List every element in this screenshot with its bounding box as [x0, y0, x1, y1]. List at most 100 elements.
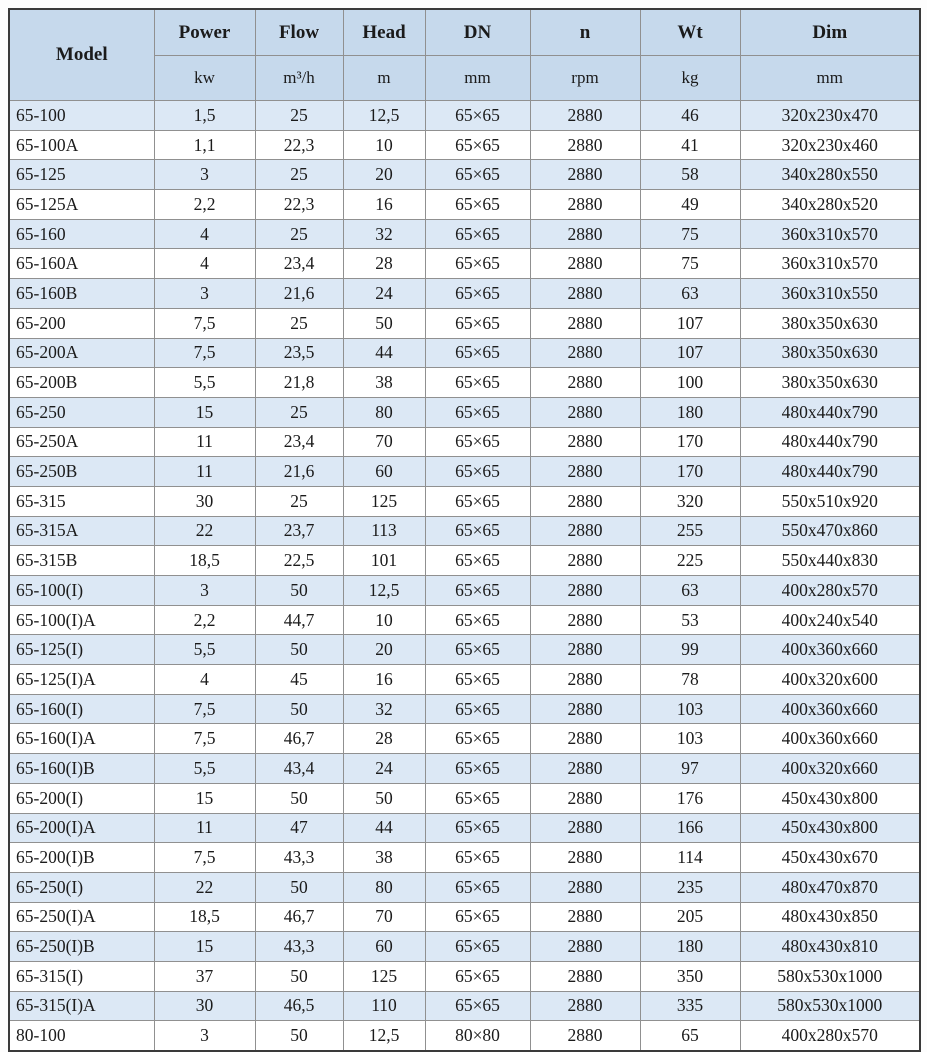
- cell-model: 65-160B: [8, 278, 155, 309]
- cell-head: 101: [342, 545, 426, 576]
- cell-wt: 53: [639, 604, 741, 636]
- cell-model: 65-250: [8, 396, 155, 428]
- cell-dim: 450x430x800: [739, 812, 921, 844]
- cell-head: 50: [342, 782, 426, 814]
- cell-n: 2880: [529, 901, 641, 933]
- cell-dn: 65×65: [424, 129, 531, 161]
- table-row: 65-200 7,5 25 50 65×65 2880 107 380x350x630: [8, 307, 921, 339]
- cell-model: 65-250(I): [8, 871, 155, 903]
- cell-n: 2880: [529, 307, 641, 339]
- table-row: 65-125A 2,2 22,3 16 65×65 2880 49 340x280x520: [8, 189, 921, 220]
- cell-model: 65-125A: [8, 189, 155, 220]
- cell-dn: 65×65: [424, 753, 531, 784]
- cell-model: 65-250(I)B: [8, 931, 155, 962]
- cell-model: 65-200(I)A: [8, 812, 155, 844]
- cell-flow: 25: [254, 218, 344, 250]
- col-unit-wt: kg: [639, 55, 741, 101]
- cell-dim: 550x510x920: [739, 485, 921, 517]
- cell-dn: 65×65: [424, 367, 531, 398]
- cell-head: 12,5: [342, 1020, 426, 1052]
- cell-dn: 65×65: [424, 960, 531, 992]
- cell-wt: 63: [639, 278, 741, 309]
- cell-head: 10: [342, 604, 426, 636]
- cell-dim: 450x430x670: [739, 842, 921, 873]
- cell-n: 2880: [529, 396, 641, 428]
- cell-model: 65-250A: [8, 426, 155, 458]
- table-row: 65-160A 4 23,4 28 65×65 2880 75 360x310x570: [8, 248, 921, 280]
- cell-power: 3: [153, 278, 256, 309]
- col-header-dim: Dim: [739, 8, 921, 56]
- cell-power: 3: [153, 1020, 256, 1052]
- cell-flow: 43,3: [254, 842, 344, 873]
- cell-power: 7,5: [153, 723, 256, 755]
- cell-head: 20: [342, 634, 426, 666]
- cell-flow: 23,7: [254, 515, 344, 547]
- cell-dim: 400x320x600: [739, 664, 921, 695]
- cell-model: 65-250(I)A: [8, 901, 155, 933]
- cell-head: 80: [342, 871, 426, 903]
- table-row: 65-125 3 25 20 65×65 2880 58 340x280x550: [8, 159, 921, 191]
- cell-power: 15: [153, 782, 256, 814]
- cell-model: 65-200B: [8, 367, 155, 398]
- cell-flow: 44,7: [254, 604, 344, 636]
- cell-wt: 166: [639, 812, 741, 844]
- cell-head: 80: [342, 396, 426, 428]
- cell-wt: 235: [639, 871, 741, 903]
- cell-wt: 63: [639, 575, 741, 606]
- cell-flow: 22,3: [254, 189, 344, 220]
- table-row: 65-250(I) 22 50 80 65×65 2880 235 480x470x870: [8, 871, 921, 903]
- cell-wt: 99: [639, 634, 741, 666]
- cell-model: 65-160A: [8, 248, 155, 280]
- table-row: 65-100(I) 3 50 12,5 65×65 2880 63 400x280x570: [8, 575, 921, 606]
- cell-head: 113: [342, 515, 426, 547]
- cell-dim: 550x440x830: [739, 545, 921, 576]
- col-unit-n: rpm: [529, 55, 641, 101]
- cell-wt: 78: [639, 664, 741, 695]
- cell-model: 65-125(I)A: [8, 664, 155, 695]
- cell-dim: 580x530x1000: [739, 990, 921, 1022]
- cell-head: 70: [342, 901, 426, 933]
- cell-power: 15: [153, 396, 256, 428]
- cell-power: 1,5: [153, 100, 256, 131]
- cell-n: 2880: [529, 782, 641, 814]
- cell-wt: 114: [639, 842, 741, 873]
- cell-dn: 65×65: [424, 396, 531, 428]
- cell-model: 65-100(I)A: [8, 604, 155, 636]
- cell-wt: 225: [639, 545, 741, 576]
- cell-dn: 65×65: [424, 337, 531, 369]
- cell-wt: 65: [639, 1020, 741, 1052]
- table-row: 65-200(I)A 11 47 44 65×65 2880 166 450x430x800: [8, 812, 921, 844]
- cell-dim: 340x280x550: [739, 159, 921, 191]
- cell-flow: 46,5: [254, 990, 344, 1022]
- cell-flow: 25: [254, 159, 344, 191]
- cell-n: 2880: [529, 218, 641, 250]
- cell-dn: 65×65: [424, 693, 531, 725]
- cell-wt: 255: [639, 515, 741, 547]
- table-row: 65-250 15 25 80 65×65 2880 180 480x440x790: [8, 396, 921, 428]
- col-unit-dn: mm: [424, 55, 531, 101]
- cell-wt: 176: [639, 782, 741, 814]
- cell-dim: 550x470x860: [739, 515, 921, 547]
- header-row-units: kw m³/h m mm rpm kg mm: [9, 55, 921, 101]
- cell-flow: 43,4: [254, 753, 344, 784]
- cell-model: 65-100A: [8, 129, 155, 161]
- cell-dn: 65×65: [424, 307, 531, 339]
- cell-model: 65-200A: [8, 337, 155, 369]
- cell-head: 32: [342, 218, 426, 250]
- cell-dim: 320x230x460: [739, 129, 921, 161]
- cell-power: 3: [153, 159, 256, 191]
- cell-dn: 65×65: [424, 782, 531, 814]
- cell-flow: 45: [254, 664, 344, 695]
- cell-n: 2880: [529, 159, 641, 191]
- cell-dn: 65×65: [424, 723, 531, 755]
- cell-model: 65-315: [8, 485, 155, 517]
- col-unit-power: kw: [153, 55, 256, 101]
- cell-head: 28: [342, 723, 426, 755]
- cell-wt: 75: [639, 248, 741, 280]
- table-row: 65-315(I) 37 50 125 65×65 2880 350 580x530x1000: [8, 960, 921, 992]
- cell-head: 60: [342, 931, 426, 962]
- cell-flow: 22,3: [254, 129, 344, 161]
- cell-dn: 65×65: [424, 990, 531, 1022]
- cell-head: 44: [342, 337, 426, 369]
- cell-dn: 65×65: [424, 634, 531, 666]
